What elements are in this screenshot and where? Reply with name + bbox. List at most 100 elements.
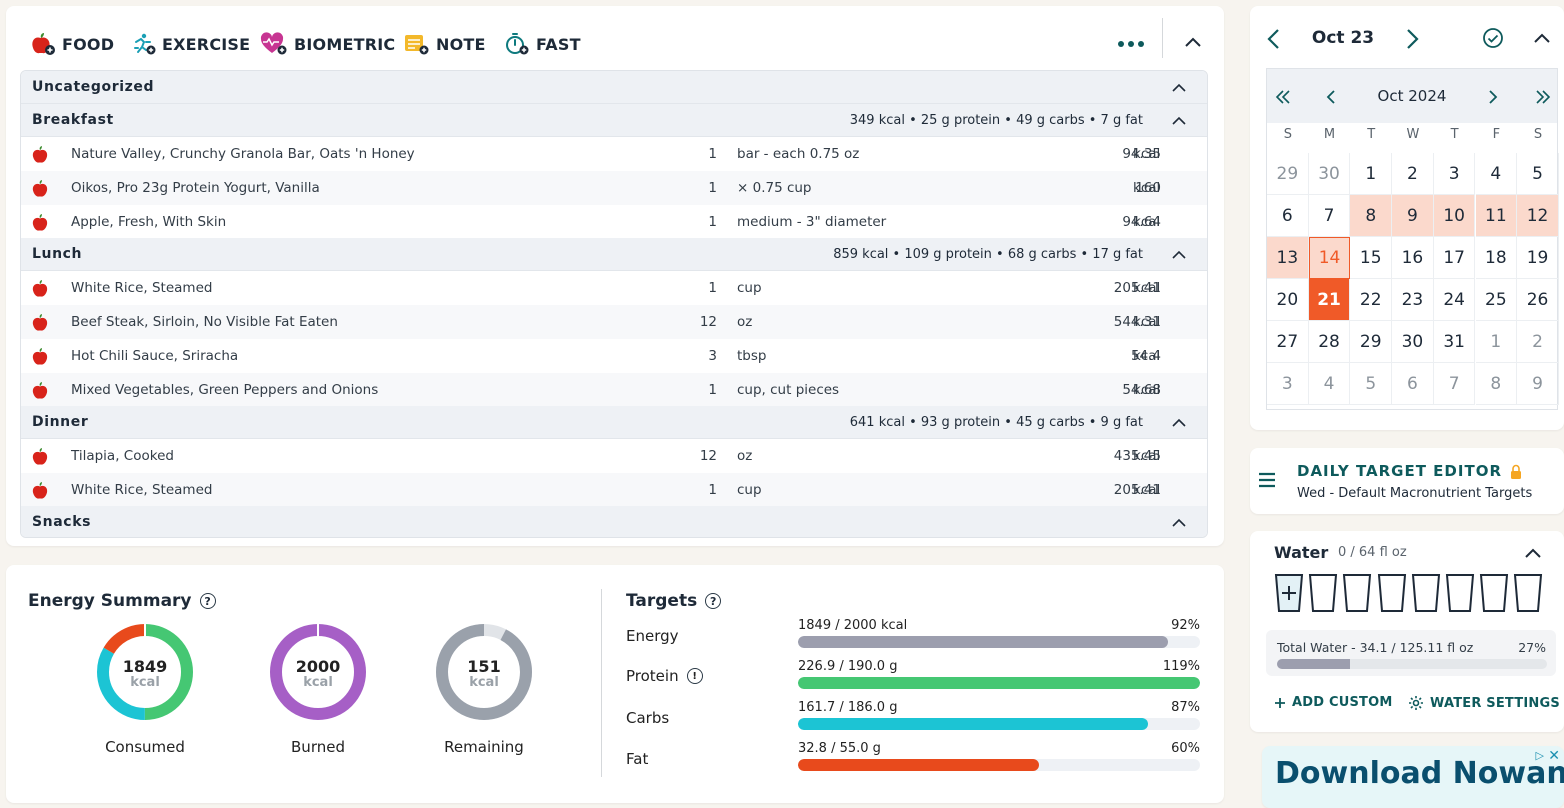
- food-entry-row[interactable]: Mixed Vegetables, Green Peppers and Onio…: [21, 373, 1207, 407]
- calendar-day[interactable]: 5: [1350, 363, 1393, 405]
- food-entry-row[interactable]: Apple, Fresh, With Skin 1 medium - 3" di…: [21, 205, 1207, 239]
- food-entry-row[interactable]: Beef Steak, Sirloin, No Visible Fat Eate…: [21, 305, 1207, 339]
- chevron-up-icon[interactable]: [1171, 415, 1187, 431]
- calendar-day[interactable]: 12: [1517, 195, 1559, 237]
- food-entry-row[interactable]: Hot Chili Sauce, Sriracha 3 tbsp 54.4 kc…: [21, 339, 1207, 373]
- advertisement-banner[interactable]: Download Nowand Print ▷ ✕: [1262, 746, 1564, 808]
- calendar-day[interactable]: 23: [1392, 279, 1434, 321]
- calendar-day[interactable]: 19: [1517, 237, 1559, 279]
- water-cup-icon[interactable]: [1513, 573, 1543, 613]
- group-dinner[interactable]: Dinner 641 kcal • 93 g protein • 45 g ca…: [21, 406, 1207, 439]
- calendar-day[interactable]: 1: [1475, 321, 1518, 363]
- calendar-day[interactable]: 9: [1392, 195, 1434, 237]
- calendar-day[interactable]: 1: [1350, 153, 1393, 195]
- calendar-day[interactable]: 4: [1475, 153, 1518, 195]
- water-cup-icon[interactable]: [1445, 573, 1475, 613]
- calendar-day[interactable]: 18: [1475, 237, 1518, 279]
- calendar-day[interactable]: 15: [1350, 237, 1393, 279]
- ad-close-icon[interactable]: ✕: [1548, 748, 1560, 764]
- calendar-day[interactable]: 24: [1433, 279, 1476, 321]
- next-year-icon[interactable]: [1535, 89, 1551, 105]
- add-fast-button[interactable]: FAST: [504, 28, 581, 60]
- group-snacks[interactable]: Snacks: [21, 506, 1207, 537]
- calendar-day[interactable]: 5: [1517, 153, 1559, 195]
- water-cup-icon[interactable]: [1308, 573, 1338, 613]
- next-month-icon[interactable]: [1487, 89, 1499, 105]
- add-exercise-button[interactable]: EXERCISE: [130, 28, 250, 60]
- daily-target-editor-card[interactable]: DAILY TARGET EDITOR Wed - Default Macron…: [1250, 448, 1564, 514]
- collapse-toolbar-button[interactable]: [1178, 26, 1208, 58]
- calendar-day[interactable]: 22: [1350, 279, 1393, 321]
- add-water-cup-icon[interactable]: [1274, 573, 1304, 613]
- water-cup-icon[interactable]: [1479, 573, 1509, 613]
- chevron-up-icon[interactable]: [1524, 547, 1542, 559]
- weekday-label: F: [1492, 127, 1501, 142]
- food-entry-row[interactable]: Tilapia, Cooked 12 oz 435.45 kcal: [21, 439, 1207, 473]
- calendar-day[interactable]: 7: [1308, 195, 1351, 237]
- calendar-day[interactable]: 26: [1517, 279, 1559, 321]
- calendar-day[interactable]: 27: [1267, 321, 1309, 363]
- food-entry-row[interactable]: White Rice, Steamed 1 cup 205.41 kcal: [21, 271, 1207, 305]
- calendar-day[interactable]: 28: [1308, 321, 1351, 363]
- calendar-day[interactable]: 25: [1475, 279, 1518, 321]
- total-water-bar: [1277, 659, 1547, 669]
- add-biometric-button[interactable]: BIOMETRIC: [260, 28, 395, 60]
- calendar-day[interactable]: 29: [1267, 153, 1309, 195]
- calendar-day[interactable]: 3: [1267, 363, 1309, 405]
- next-day-icon[interactable]: [1404, 28, 1420, 50]
- calendar-day[interactable]: 20: [1267, 279, 1309, 321]
- add-food-button[interactable]: FOOD: [30, 28, 114, 60]
- group-breakfast[interactable]: Breakfast 349 kcal • 25 g protein • 49 g…: [21, 104, 1207, 137]
- calendar-day[interactable]: 21: [1308, 279, 1351, 321]
- calendar-day[interactable]: 4: [1308, 363, 1351, 405]
- previous-month-icon[interactable]: [1325, 89, 1337, 105]
- add-custom-water-button[interactable]: ADD CUSTOM: [1274, 695, 1392, 710]
- calendar-day[interactable]: 14: [1308, 237, 1351, 279]
- group-lunch[interactable]: Lunch 859 kcal • 109 g protein • 68 g ca…: [21, 238, 1207, 271]
- chevron-up-icon[interactable]: [1171, 247, 1187, 263]
- check-circle-icon[interactable]: [1482, 27, 1504, 49]
- remaining-label: Remaining: [444, 738, 524, 756]
- ad-info-icon[interactable]: ▷: [1535, 749, 1544, 762]
- chevron-up-icon[interactable]: [1171, 515, 1187, 531]
- calendar-day[interactable]: 3: [1433, 153, 1476, 195]
- food-entry-row[interactable]: White Rice, Steamed 1 cup 205.41 kcal: [21, 473, 1207, 507]
- calendar-day[interactable]: 8: [1350, 195, 1393, 237]
- chevron-up-icon[interactable]: [1533, 32, 1551, 44]
- calendar-day[interactable]: 13: [1267, 237, 1309, 279]
- food-entry-row[interactable]: Nature Valley, Crunchy Granola Bar, Oats…: [21, 137, 1207, 171]
- help-icon[interactable]: ?: [705, 593, 722, 609]
- entry-quantity: 12: [699, 314, 717, 330]
- calendar-day[interactable]: 11: [1475, 195, 1518, 237]
- add-note-button[interactable]: NOTE: [404, 28, 486, 60]
- calendar-day[interactable]: 6: [1267, 195, 1309, 237]
- chevron-up-icon[interactable]: [1171, 80, 1187, 96]
- help-icon[interactable]: ?: [199, 593, 216, 609]
- calendar-day[interactable]: 2: [1517, 321, 1559, 363]
- calendar-day[interactable]: 6: [1392, 363, 1434, 405]
- calendar-day[interactable]: 30: [1392, 321, 1434, 363]
- water-cup-icon[interactable]: [1411, 573, 1441, 613]
- calendar-day[interactable]: 30: [1308, 153, 1351, 195]
- water-cup-icon[interactable]: [1377, 573, 1407, 613]
- food-entry-row[interactable]: Oikos, Pro 23g Protein Yogurt, Vanilla 1…: [21, 171, 1207, 205]
- more-options-button[interactable]: [1114, 28, 1148, 60]
- menu-icon[interactable]: [1258, 472, 1276, 488]
- previous-day-icon[interactable]: [1266, 28, 1282, 50]
- calendar-day[interactable]: 7: [1433, 363, 1476, 405]
- calendar-day[interactable]: 16: [1392, 237, 1434, 279]
- selected-date[interactable]: Oct 23: [1311, 28, 1375, 48]
- calendar-day[interactable]: 17: [1433, 237, 1476, 279]
- calendar-day[interactable]: 2: [1392, 153, 1434, 195]
- calendar-day[interactable]: 31: [1433, 321, 1476, 363]
- calendar-day[interactable]: 10: [1433, 195, 1476, 237]
- previous-year-icon[interactable]: [1275, 89, 1291, 105]
- calendar-day[interactable]: 8: [1475, 363, 1518, 405]
- alert-icon[interactable]: !: [686, 668, 703, 684]
- chevron-up-icon[interactable]: [1171, 113, 1187, 129]
- water-settings-button[interactable]: WATER SETTINGS: [1408, 695, 1560, 711]
- calendar-day[interactable]: 29: [1350, 321, 1393, 363]
- group-uncategorized[interactable]: Uncategorized: [21, 71, 1207, 104]
- water-cup-icon[interactable]: [1342, 573, 1372, 613]
- calendar-day[interactable]: 9: [1517, 363, 1559, 405]
